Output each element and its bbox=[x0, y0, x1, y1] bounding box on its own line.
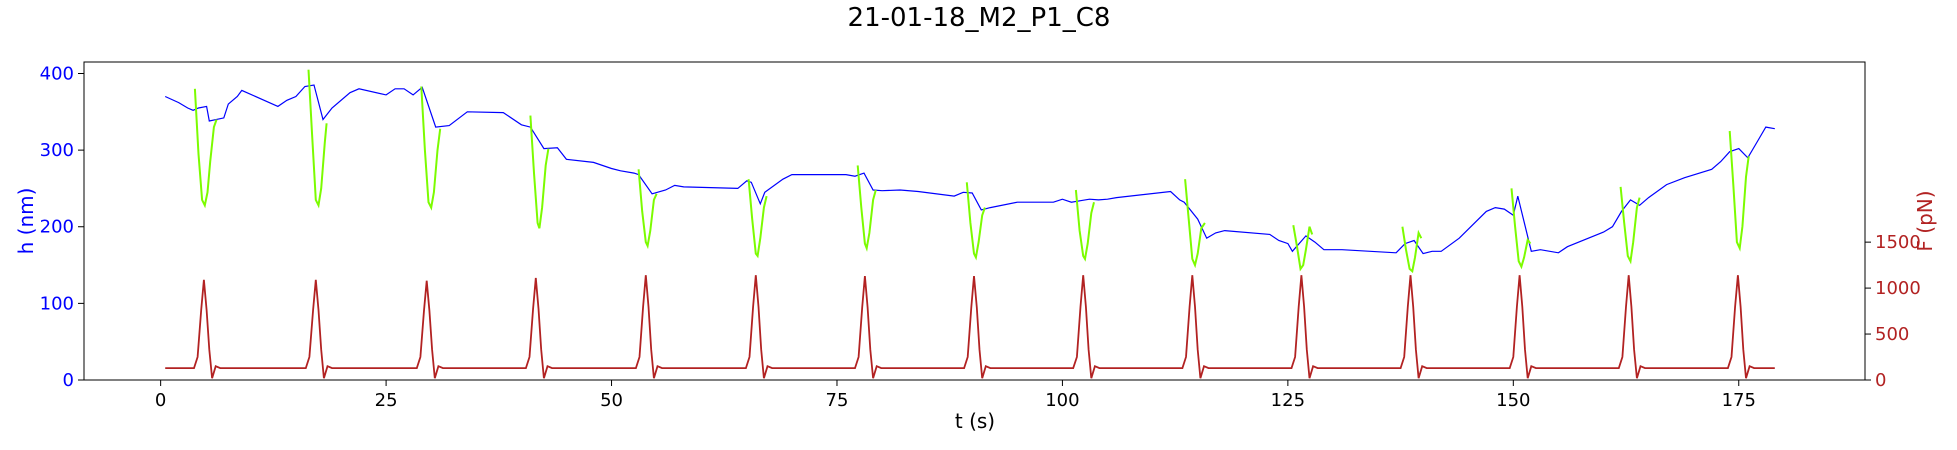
y-axis-left-label: h (nm) bbox=[14, 188, 38, 255]
x-tick-label: 50 bbox=[600, 390, 623, 411]
data-lines bbox=[164, 69, 1775, 379]
y-right-tick-label: 500 bbox=[1875, 324, 1909, 345]
compression-segment bbox=[747, 179, 768, 259]
axis-ticks: 0 25 50 75 100 125 150 175 0 100 200 300 400 0 500 1000… bbox=[40, 63, 1921, 411]
compression-segment bbox=[1292, 225, 1314, 272]
height-series-line bbox=[164, 84, 1775, 255]
chart-title: 21-01-18_M2_P1_C8 bbox=[848, 3, 1111, 33]
y-axis-right-label: F (pN) bbox=[1913, 190, 1937, 251]
compression-segment bbox=[856, 165, 877, 252]
plot-area bbox=[83, 61, 1866, 381]
y-left-tick-label: 0 bbox=[63, 370, 74, 391]
compression-segment bbox=[1510, 188, 1532, 270]
compression-segment bbox=[965, 182, 986, 261]
x-tick-label: 0 bbox=[155, 390, 166, 411]
x-tick-label: 175 bbox=[1722, 390, 1756, 411]
compression-segment bbox=[637, 169, 658, 250]
x-tick-label: 25 bbox=[375, 390, 398, 411]
y-right-tick-label: 1500 bbox=[1875, 232, 1921, 253]
compression-segment bbox=[1619, 186, 1641, 265]
compression-segment bbox=[1728, 130, 1750, 252]
compression-segment bbox=[193, 88, 218, 209]
y-left-tick-label: 200 bbox=[40, 217, 74, 238]
x-tick-label: 100 bbox=[1045, 390, 1079, 411]
compression-segment bbox=[420, 86, 442, 211]
y-left-tick-label: 100 bbox=[40, 293, 74, 314]
x-axis-label: t (s) bbox=[955, 409, 995, 433]
compression-segment bbox=[307, 69, 328, 209]
force-series-line bbox=[165, 275, 1775, 379]
y-left-tick-label: 300 bbox=[40, 140, 74, 161]
y-left-tick-label: 400 bbox=[40, 63, 74, 84]
x-tick-label: 125 bbox=[1271, 390, 1305, 411]
y-right-tick-label: 1000 bbox=[1875, 278, 1921, 299]
compression-segment bbox=[1184, 179, 1206, 269]
x-tick-label: 150 bbox=[1496, 390, 1530, 411]
compression-segment bbox=[529, 115, 550, 229]
y-right-tick-label: 0 bbox=[1875, 370, 1886, 391]
x-tick-label: 75 bbox=[826, 390, 849, 411]
compression-segment bbox=[1074, 189, 1095, 262]
compression-segment bbox=[1401, 226, 1423, 274]
